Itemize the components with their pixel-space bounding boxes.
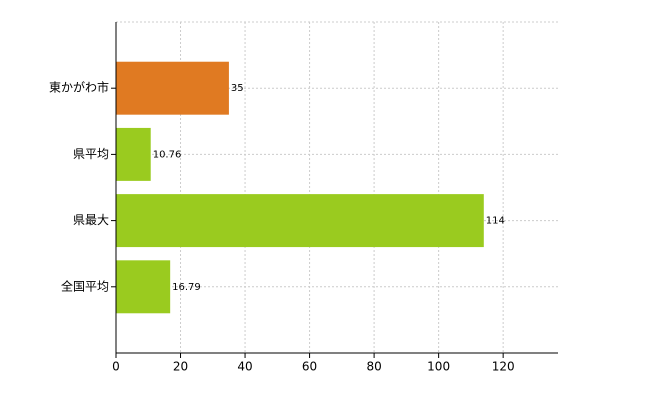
x-tick-label: 100 bbox=[427, 360, 450, 374]
x-tick-label: 120 bbox=[492, 360, 515, 374]
bar bbox=[116, 127, 151, 181]
bar bbox=[116, 194, 484, 248]
value-label: 35 bbox=[231, 83, 244, 94]
bar bbox=[116, 61, 229, 115]
y-tick-label: 県平均 bbox=[73, 147, 109, 161]
x-tick-label: 60 bbox=[302, 360, 317, 374]
y-tick-label: 東かがわ市 bbox=[49, 80, 109, 95]
value-label: 114 bbox=[486, 216, 505, 227]
x-tick-label: 0 bbox=[112, 360, 120, 374]
x-tick-label: 20 bbox=[173, 360, 188, 374]
x-tick-label: 80 bbox=[366, 360, 381, 374]
bar bbox=[116, 260, 171, 314]
x-tick-label: 40 bbox=[237, 360, 252, 374]
value-label: 10.76 bbox=[153, 149, 182, 160]
value-label: 16.79 bbox=[172, 282, 201, 293]
y-tick-label: 県最大 bbox=[73, 213, 109, 227]
y-tick-label: 全国平均 bbox=[61, 278, 109, 293]
